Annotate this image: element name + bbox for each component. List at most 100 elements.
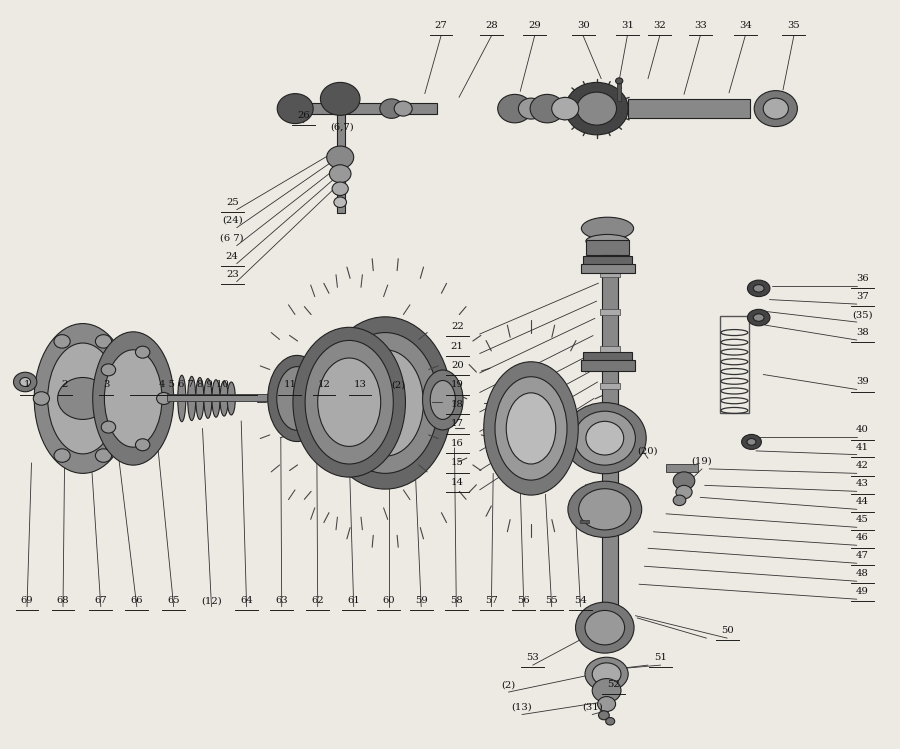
Ellipse shape (305, 340, 393, 464)
Circle shape (754, 91, 797, 127)
Text: 65: 65 (167, 596, 180, 605)
Ellipse shape (293, 327, 406, 477)
Text: 29: 29 (528, 21, 541, 30)
Text: 15: 15 (451, 458, 464, 467)
Text: 25: 25 (226, 198, 239, 207)
Ellipse shape (220, 380, 229, 416)
Bar (600, 271, 620, 277)
Text: 24: 24 (226, 252, 239, 261)
Ellipse shape (574, 411, 635, 465)
Ellipse shape (203, 378, 212, 418)
Circle shape (54, 449, 70, 462)
Text: 38: 38 (856, 328, 868, 337)
Text: (2): (2) (392, 380, 406, 389)
Ellipse shape (579, 488, 631, 530)
Text: 49: 49 (856, 587, 868, 596)
Circle shape (136, 346, 150, 358)
Text: 11: 11 (284, 380, 296, 389)
Ellipse shape (592, 663, 621, 685)
Text: 34: 34 (739, 21, 752, 30)
Text: (35): (35) (852, 310, 872, 319)
Text: 41: 41 (856, 443, 868, 452)
Circle shape (277, 94, 313, 124)
Text: 30: 30 (577, 21, 590, 30)
Circle shape (95, 449, 112, 462)
Text: (13): (13) (511, 703, 533, 712)
Ellipse shape (753, 314, 764, 321)
Text: 35: 35 (788, 21, 800, 30)
Ellipse shape (212, 380, 220, 417)
Text: 43: 43 (856, 479, 868, 488)
Text: 59: 59 (415, 596, 428, 605)
Text: 62: 62 (311, 596, 324, 605)
Text: (6,7): (6,7) (330, 123, 354, 132)
Ellipse shape (93, 332, 174, 465)
Text: 48: 48 (856, 569, 868, 578)
Text: 2: 2 (61, 380, 68, 389)
Text: 61: 61 (347, 596, 360, 605)
Circle shape (332, 182, 348, 195)
Text: 47: 47 (856, 551, 868, 560)
Circle shape (58, 377, 108, 419)
Text: 23: 23 (226, 270, 239, 279)
Circle shape (54, 335, 70, 348)
Ellipse shape (563, 403, 646, 474)
Ellipse shape (747, 280, 770, 297)
Ellipse shape (227, 382, 236, 415)
Ellipse shape (332, 333, 438, 473)
Text: 53: 53 (526, 653, 539, 662)
Ellipse shape (347, 350, 424, 456)
Text: 22: 22 (451, 322, 464, 331)
Bar (720, 316, 749, 413)
Text: 39: 39 (856, 377, 868, 386)
Ellipse shape (104, 350, 162, 447)
Bar (602, 255, 618, 517)
Ellipse shape (48, 343, 118, 454)
Text: 66: 66 (130, 596, 143, 605)
Circle shape (592, 679, 621, 703)
Text: 4 5 6 7 8 9 10: 4 5 6 7 8 9 10 (158, 380, 229, 389)
Circle shape (673, 495, 686, 506)
Bar (586, 240, 629, 255)
Text: 33: 33 (694, 21, 706, 30)
Bar (600, 309, 620, 315)
Bar (628, 99, 750, 118)
Circle shape (334, 197, 346, 207)
Bar (583, 256, 632, 270)
Text: 52: 52 (608, 680, 620, 689)
Circle shape (116, 392, 132, 405)
Text: 58: 58 (450, 596, 463, 605)
Text: 69: 69 (21, 596, 33, 605)
Ellipse shape (196, 377, 204, 419)
Ellipse shape (34, 324, 131, 473)
Ellipse shape (742, 434, 761, 449)
Ellipse shape (568, 482, 642, 538)
Text: (12): (12) (201, 596, 222, 605)
Text: 37: 37 (856, 292, 868, 301)
Bar (666, 464, 698, 472)
Circle shape (303, 384, 312, 392)
Circle shape (380, 99, 403, 118)
Bar (600, 458, 620, 464)
Circle shape (530, 94, 564, 123)
Ellipse shape (318, 358, 381, 446)
Circle shape (598, 697, 616, 712)
Text: 26: 26 (297, 111, 310, 120)
Ellipse shape (581, 217, 634, 240)
Text: 40: 40 (856, 425, 868, 434)
Ellipse shape (585, 610, 625, 645)
Circle shape (14, 372, 37, 392)
Text: 63: 63 (275, 596, 288, 605)
Circle shape (552, 97, 579, 120)
Bar (308, 390, 330, 394)
Circle shape (101, 364, 115, 376)
Circle shape (676, 485, 692, 499)
Text: 17: 17 (451, 419, 464, 428)
Ellipse shape (430, 380, 455, 419)
Ellipse shape (753, 285, 764, 292)
Circle shape (320, 82, 360, 115)
Circle shape (577, 92, 616, 125)
Circle shape (20, 377, 31, 386)
Ellipse shape (576, 602, 634, 653)
Circle shape (157, 392, 171, 404)
